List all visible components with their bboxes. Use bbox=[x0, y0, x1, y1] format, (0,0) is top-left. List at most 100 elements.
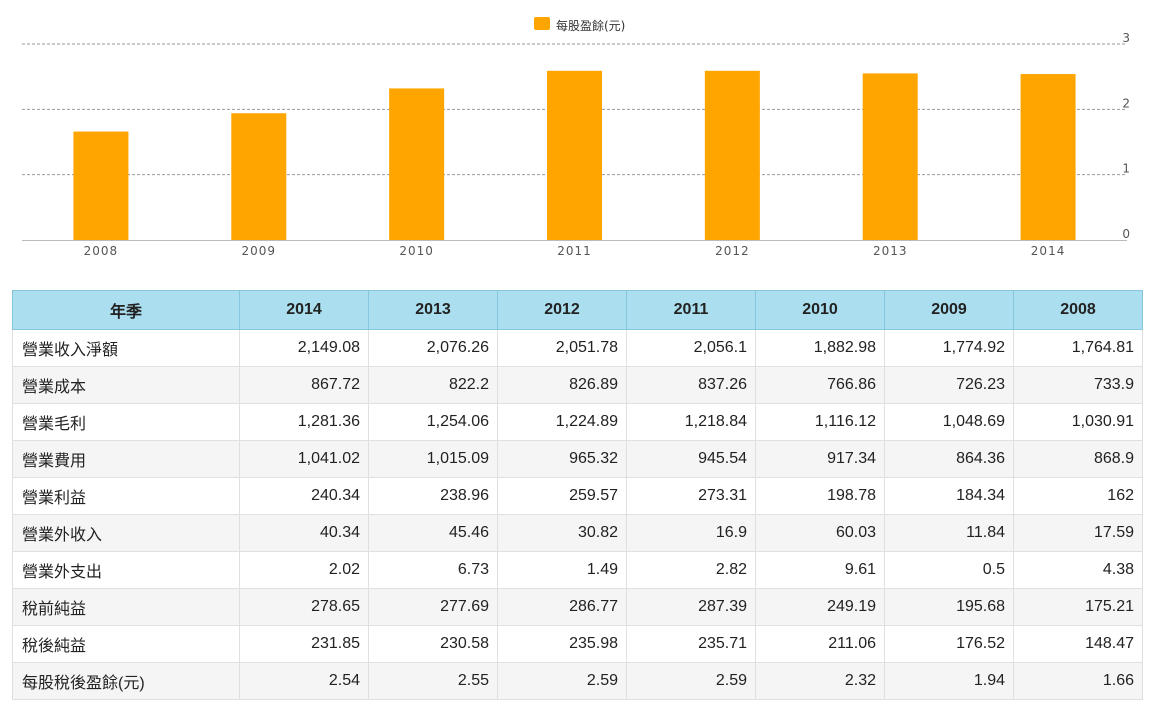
table-row: 每股稅後盈餘(元) 2.54 2.55 2.59 2.59 2.32 1.94 1.66 bbox=[12, 662, 1143, 700]
table-cell: 211.06 bbox=[755, 625, 885, 663]
eps-bar-chart: 2008 2009 2010 2011 2012 2013 2014 0 1 2 3 每股盈餘(元… bbox=[22, 17, 1131, 258]
table-row: 營業費用 1,041.02 1,015.09 965.32 945.54 917.34 86… bbox=[12, 440, 1143, 478]
table-cell: 1,218.84 bbox=[626, 403, 756, 441]
table-cell: 277.69 bbox=[368, 588, 498, 626]
table-cell: 176.52 bbox=[884, 625, 1014, 663]
table-cell: 2.02 bbox=[239, 551, 369, 589]
table-cell: 175.21 bbox=[1013, 588, 1143, 626]
x-tick-label: 2011 bbox=[557, 244, 592, 258]
table-cell: 1,041.02 bbox=[239, 440, 369, 478]
table-cell: 766.86 bbox=[755, 366, 885, 404]
table-cell: 2,149.08 bbox=[239, 329, 369, 367]
table-cell: 287.39 bbox=[626, 588, 756, 626]
y-tick-label: 2 bbox=[1122, 96, 1131, 110]
table-header-year: 2009 bbox=[884, 290, 1014, 330]
row-label: 營業利益 bbox=[12, 477, 240, 515]
legend[interactable]: 每股盈餘(元) bbox=[534, 17, 625, 33]
table-cell: 2.59 bbox=[626, 662, 756, 700]
row-label: 稅後純益 bbox=[12, 625, 240, 663]
x-tick-label: 2012 bbox=[715, 244, 750, 258]
bar[interactable] bbox=[231, 113, 287, 240]
table-cell: 1,764.81 bbox=[1013, 329, 1143, 367]
x-tick-label: 2009 bbox=[242, 244, 277, 258]
x-tick-label: 2014 bbox=[1031, 244, 1066, 258]
table-cell: 822.2 bbox=[368, 366, 498, 404]
table-row: 營業成本 867.72 822.2 826.89 837.26 766.86 726.23 7… bbox=[12, 366, 1143, 404]
table-cell: 965.32 bbox=[497, 440, 627, 478]
table-header-year: 2014 bbox=[239, 290, 369, 330]
table-header-year: 2008 bbox=[1013, 290, 1143, 330]
table-cell: 286.77 bbox=[497, 588, 627, 626]
row-label: 營業成本 bbox=[12, 366, 240, 404]
table-cell: 945.54 bbox=[626, 440, 756, 478]
y-tick-label: 3 bbox=[1122, 31, 1131, 45]
table-cell: 1.94 bbox=[884, 662, 1014, 700]
table-cell: 148.47 bbox=[1013, 625, 1143, 663]
table-header-row: 年季 2014 2013 2012 2011 2010 2009 2008 bbox=[12, 290, 1143, 330]
table-cell: 1,774.92 bbox=[884, 329, 1014, 367]
table-cell: 1,116.12 bbox=[755, 403, 885, 441]
table-cell: 1,048.69 bbox=[884, 403, 1014, 441]
table-cell: 1,030.91 bbox=[1013, 403, 1143, 441]
row-label: 每股稅後盈餘(元) bbox=[12, 662, 240, 700]
y-tick-label: 0 bbox=[1122, 227, 1131, 241]
table-cell: 864.36 bbox=[884, 440, 1014, 478]
table-cell: 726.23 bbox=[884, 366, 1014, 404]
row-label: 營業外支出 bbox=[12, 551, 240, 589]
table-cell: 4.38 bbox=[1013, 551, 1143, 589]
legend-label: 每股盈餘(元) bbox=[556, 18, 625, 33]
x-tick-labels: 2008 2009 2010 2011 2012 2013 2014 bbox=[84, 244, 1066, 258]
table-cell: 30.82 bbox=[497, 514, 627, 552]
table-header-year: 2012 bbox=[497, 290, 627, 330]
table-cell: 826.89 bbox=[497, 366, 627, 404]
table-cell: 230.58 bbox=[368, 625, 498, 663]
x-tick-label: 2013 bbox=[873, 244, 908, 258]
table-cell: 1,254.06 bbox=[368, 403, 498, 441]
table-cell: 733.9 bbox=[1013, 366, 1143, 404]
table-cell: 2,076.26 bbox=[368, 329, 498, 367]
x-tick-label: 2010 bbox=[399, 244, 434, 258]
legend-swatch bbox=[534, 17, 550, 30]
bar[interactable] bbox=[73, 131, 129, 240]
table-cell: 162 bbox=[1013, 477, 1143, 515]
table-cell: 184.34 bbox=[884, 477, 1014, 515]
table-cell: 17.59 bbox=[1013, 514, 1143, 552]
table-row: 營業外收入 40.34 45.46 30.82 16.9 60.03 11.84 17.59 bbox=[12, 514, 1143, 552]
table-cell: 1,882.98 bbox=[755, 329, 885, 367]
table-cell: 2.55 bbox=[368, 662, 498, 700]
table-cell: 2.59 bbox=[497, 662, 627, 700]
bar[interactable] bbox=[1020, 74, 1076, 240]
table-row: 營業毛利 1,281.36 1,254.06 1,224.89 1,218.84 1,11… bbox=[12, 403, 1143, 441]
table-cell: 1,015.09 bbox=[368, 440, 498, 478]
table-cell: 2,056.1 bbox=[626, 329, 756, 367]
table-cell: 2,051.78 bbox=[497, 329, 627, 367]
row-label: 營業外收入 bbox=[12, 514, 240, 552]
table-cell: 235.71 bbox=[626, 625, 756, 663]
bar[interactable] bbox=[389, 88, 445, 240]
table-cell: 2.82 bbox=[626, 551, 756, 589]
row-label: 營業費用 bbox=[12, 440, 240, 478]
table-cell: 231.85 bbox=[239, 625, 369, 663]
table-row: 稅後純益 231.85 230.58 235.98 235.71 211.06 176.52… bbox=[12, 625, 1143, 663]
table-header-year: 2013 bbox=[368, 290, 498, 330]
table-cell: 40.34 bbox=[239, 514, 369, 552]
table-cell: 195.68 bbox=[884, 588, 1014, 626]
table-cell: 259.57 bbox=[497, 477, 627, 515]
table-cell: 45.46 bbox=[368, 514, 498, 552]
y-tick-labels: 0 1 2 3 bbox=[1122, 31, 1131, 241]
table-cell: 837.26 bbox=[626, 366, 756, 404]
table-row: 稅前純益 278.65 277.69 286.77 287.39 249.19 195.68… bbox=[12, 588, 1143, 626]
table-cell: 273.31 bbox=[626, 477, 756, 515]
y-tick-label: 1 bbox=[1122, 162, 1131, 176]
table-cell: 249.19 bbox=[755, 588, 885, 626]
bars[interactable] bbox=[73, 70, 1076, 241]
bar[interactable] bbox=[547, 70, 602, 240]
table-cell: 9.61 bbox=[755, 551, 885, 589]
table-cell: 235.98 bbox=[497, 625, 627, 663]
table-cell: 0.5 bbox=[884, 551, 1014, 589]
table-cell: 238.96 bbox=[368, 477, 498, 515]
bar[interactable] bbox=[862, 73, 918, 241]
table-row: 營業利益 240.34 238.96 259.57 273.31 198.78 184.34… bbox=[12, 477, 1143, 515]
table-cell: 11.84 bbox=[884, 514, 1014, 552]
bar[interactable] bbox=[704, 70, 760, 240]
